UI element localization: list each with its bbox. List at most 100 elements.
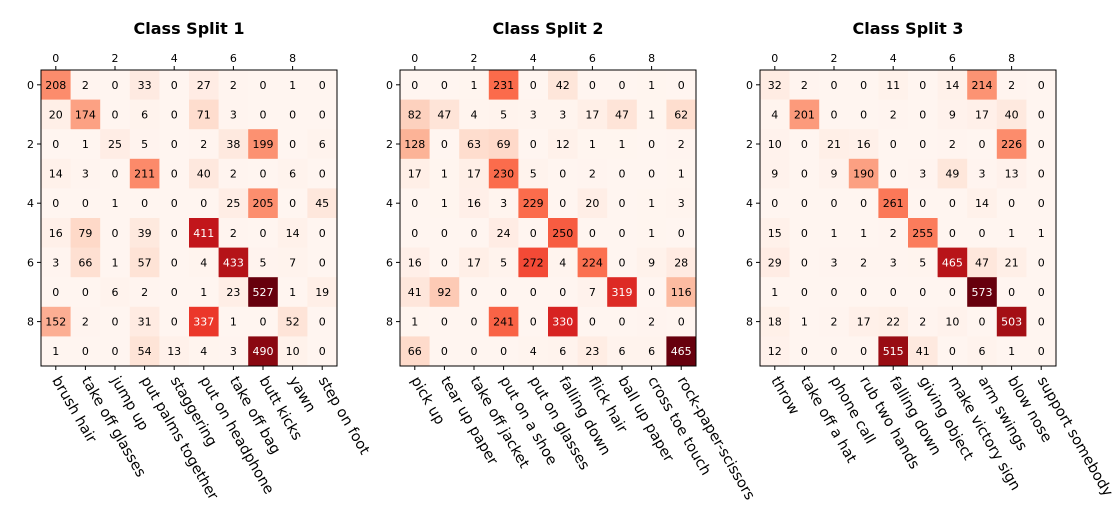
heatmap-cell [666, 247, 697, 278]
heatmap-cell [577, 158, 608, 189]
heatmap-cell [878, 336, 909, 367]
heatmap-cell [819, 129, 850, 160]
heatmap-cell [996, 70, 1027, 100]
cell-value: 0 [289, 138, 296, 151]
cell-value: 0 [979, 316, 986, 329]
heatmap-cell [488, 129, 519, 160]
heatmap-cell [760, 247, 790, 278]
heatmap-cell [400, 218, 430, 248]
heatmap-cell [908, 277, 938, 308]
cell-value: 42 [556, 79, 570, 92]
heatmap-cell [518, 306, 549, 337]
heatmap-cell [789, 70, 820, 100]
heatmap-cell [1026, 277, 1057, 308]
cell-value: 0 [919, 286, 926, 299]
heatmap-cell [666, 277, 697, 308]
cell-value: 2 [230, 168, 237, 181]
cell-value: 1 [289, 79, 296, 92]
cell-value: 24 [497, 227, 511, 240]
cell-value: 231 [493, 79, 514, 92]
cell-value: 5 [530, 168, 537, 181]
cell-value: 0 [801, 256, 808, 269]
heatmap-cell [400, 336, 430, 367]
heatmap-cell [996, 247, 1027, 278]
cell-value: 20 [49, 108, 63, 121]
cell-value: 0 [949, 286, 956, 299]
heatmap-cell [41, 70, 71, 100]
cell-value: 66 [78, 256, 92, 269]
cell-value: 17 [467, 256, 481, 269]
heatmap-cell [218, 306, 249, 337]
heatmap-cell [277, 306, 308, 337]
cell-value: 465 [942, 256, 963, 269]
heatmap-cell [607, 336, 638, 367]
cell-value: 0 [919, 138, 926, 151]
x-tick-label: 6 [949, 52, 956, 65]
cell-value: 20 [585, 197, 599, 210]
x-tick-label: 0 [771, 52, 778, 65]
cell-value: 3 [82, 168, 89, 181]
heatmap-cell [996, 277, 1027, 308]
cell-value: 1 [441, 168, 448, 181]
cell-value: 4 [530, 345, 537, 358]
cell-value: 0 [1038, 316, 1045, 329]
heatmap-cell [70, 99, 101, 130]
x-tick-label: 0 [411, 52, 418, 65]
heatmap-cell [967, 247, 998, 278]
heatmap-cell [878, 247, 909, 278]
cell-value: 0 [441, 227, 448, 240]
heatmap-cell [760, 129, 790, 160]
cell-value: 0 [319, 108, 326, 121]
cell-value: 0 [112, 227, 119, 240]
cell-value: 330 [552, 316, 573, 329]
heatmap-cell [248, 129, 279, 160]
heatmap-cell [848, 247, 879, 278]
cell-value: 2 [648, 316, 655, 329]
cell-value: 16 [467, 197, 481, 210]
heatmap-panel-3: Class Split 332 2 0 0 11 0 14 214 2 04 201 0 0 2 0 9 17 4… [746, 19, 1116, 500]
cell-value: 2 [890, 108, 897, 121]
heatmap-cell [189, 218, 219, 248]
heatmap-cell [100, 247, 131, 278]
cell-value: 1 [471, 79, 478, 92]
heatmap-cell [878, 129, 909, 160]
heatmap-cell [129, 306, 160, 337]
heatmap-cell [666, 188, 697, 219]
cell-value: 0 [171, 138, 178, 151]
cell-value: 0 [619, 168, 626, 181]
cell-value: 7 [289, 256, 296, 269]
cell-value: 1 [411, 316, 418, 329]
x-tick-label: 2 [831, 52, 838, 65]
cell-value: 224 [582, 256, 603, 269]
heatmap-cell [518, 277, 549, 308]
cell-value: 0 [441, 79, 448, 92]
heatmap-cell [636, 247, 667, 278]
cell-value: 21 [827, 138, 841, 151]
cell-value: 5 [260, 256, 267, 269]
cell-value: 0 [1038, 286, 1045, 299]
heatmap-cell [967, 129, 998, 160]
x-tick-label: 0 [52, 52, 59, 65]
cell-value: 2 [82, 79, 89, 92]
heatmap-cell [189, 158, 219, 189]
cell-value: 0 [771, 197, 778, 210]
cell-value: 22 [886, 316, 900, 329]
heatmap-cell [488, 336, 519, 367]
cell-value: 0 [589, 227, 596, 240]
heatmap-cell [459, 99, 490, 130]
cell-value: 0 [200, 197, 207, 210]
cell-value: 0 [171, 256, 178, 269]
cell-value: 337 [193, 316, 214, 329]
heatmap-cell [819, 188, 850, 219]
cell-value: 0 [1008, 286, 1015, 299]
cell-value: 0 [801, 138, 808, 151]
heatmap-cell [429, 70, 460, 100]
cell-value: 0 [801, 345, 808, 358]
cell-value: 3 [52, 256, 59, 269]
heatmap-cell [218, 129, 249, 160]
cell-value: 10 [768, 138, 782, 151]
cell-value: 0 [112, 168, 119, 181]
heatmap-cell [666, 70, 697, 100]
heatmap-cell [129, 336, 160, 367]
heatmap-cell [760, 336, 790, 367]
